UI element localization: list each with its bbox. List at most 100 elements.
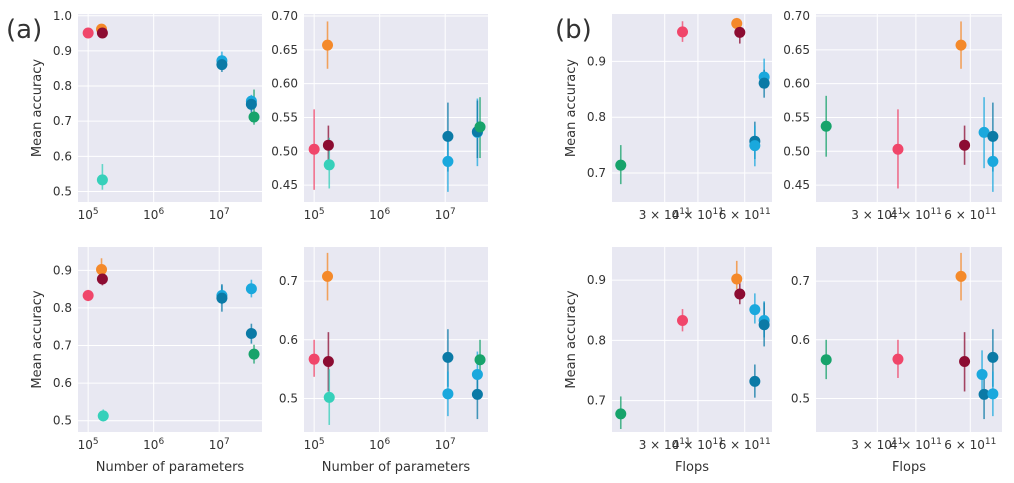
data-point xyxy=(892,143,904,155)
data-point xyxy=(978,126,990,138)
data-point xyxy=(248,348,260,360)
data-point xyxy=(82,290,94,302)
y-tick-label: 0.45 xyxy=(271,178,298,192)
data-point xyxy=(987,351,999,363)
x-tick-label: 4 × 1011 xyxy=(890,207,942,222)
data-point xyxy=(677,26,689,38)
plot-background xyxy=(304,14,488,202)
data-point xyxy=(96,273,108,285)
data-point xyxy=(322,139,334,151)
data-point xyxy=(216,292,228,304)
data-point xyxy=(97,410,109,422)
data-point xyxy=(987,130,999,142)
data-point xyxy=(216,59,228,71)
x-tick-label: 107 xyxy=(435,207,456,222)
data-point xyxy=(976,368,988,380)
x-tick-label: 6 × 1011 xyxy=(944,437,996,452)
data-point xyxy=(322,39,334,51)
data-point xyxy=(959,139,971,151)
plot-background xyxy=(612,14,772,202)
y-tick-label: 0.70 xyxy=(783,9,810,23)
data-point xyxy=(474,354,486,366)
x-tick-label: 107 xyxy=(435,437,456,452)
data-point xyxy=(734,26,746,38)
x-tick-label: 106 xyxy=(369,207,390,222)
x-axis-label: Number of parameters xyxy=(322,460,471,475)
x-tick-label: 105 xyxy=(304,437,325,452)
data-point xyxy=(245,98,257,110)
data-point xyxy=(758,319,770,331)
data-point xyxy=(82,27,94,39)
subplot-2: 0.45 0.50 0.55 0.60 0.65 0.70 105 106 107 xyxy=(271,9,488,222)
x-tick-label: 3 × 1011 xyxy=(639,207,691,222)
y-tick-label: 0.5 xyxy=(53,414,72,428)
y-tick-label: 0.8 xyxy=(53,301,72,315)
y-axis-label: Mean accuracy xyxy=(564,290,579,389)
y-tick-label: 0.7 xyxy=(587,394,606,408)
y-axis-label: Mean accuracy xyxy=(564,59,579,158)
data-point xyxy=(96,27,108,39)
x-tick-label: 107 xyxy=(209,207,230,222)
data-point xyxy=(308,353,320,365)
data-point xyxy=(245,283,257,295)
x-tick-label: 105 xyxy=(78,207,99,222)
x-tick-label: 106 xyxy=(369,437,390,452)
x-axis-label: Flops xyxy=(675,460,709,475)
y-tick-label: 0.55 xyxy=(271,110,298,124)
plot-background xyxy=(78,14,262,202)
x-tick-label: 3 × 1011 xyxy=(851,207,903,222)
x-axis-label: Flops xyxy=(892,460,926,475)
x-tick-label: 4 × 1011 xyxy=(890,437,942,452)
y-tick-label: 1.0 xyxy=(53,9,72,23)
data-point xyxy=(615,159,627,171)
panel-label-a: (a) xyxy=(6,15,42,45)
plot-background xyxy=(612,247,772,432)
data-point xyxy=(731,273,743,285)
y-tick-label: 0.9 xyxy=(587,273,606,287)
data-point xyxy=(615,408,627,420)
y-tick-label: 0.55 xyxy=(783,110,810,124)
data-point xyxy=(749,140,761,152)
y-tick-label: 0.8 xyxy=(587,333,606,347)
data-point xyxy=(248,111,260,123)
y-tick-label: 0.70 xyxy=(271,9,298,23)
y-tick-label: 0.7 xyxy=(279,274,298,288)
y-tick-label: 0.6 xyxy=(53,149,72,163)
y-axis-label: Mean accuracy xyxy=(30,290,45,389)
x-tick-label: 105 xyxy=(304,207,325,222)
y-tick-label: 0.65 xyxy=(271,43,298,57)
x-tick-label: 6 × 1011 xyxy=(944,207,996,222)
data-point xyxy=(308,143,320,155)
data-point xyxy=(442,388,454,400)
y-tick-label: 0.7 xyxy=(587,166,606,180)
x-tick-label: 107 xyxy=(209,437,230,452)
y-tick-label: 0.9 xyxy=(53,263,72,277)
data-point xyxy=(471,368,483,380)
data-point xyxy=(987,155,999,167)
data-point xyxy=(758,77,770,89)
subplot-4: 0.5 0.6 0.7 105 106 107 Number of parameters xyxy=(279,247,488,475)
x-axis-label: Number of parameters xyxy=(96,460,245,475)
subplot-1: 0.5 0.6 0.7 0.8 0.9 1.0 105 106 107 Mean accuracy xyxy=(30,9,262,222)
y-tick-label: 0.60 xyxy=(783,77,810,91)
y-tick-label: 0.5 xyxy=(279,392,298,406)
data-point xyxy=(749,304,761,316)
data-point xyxy=(959,356,971,368)
x-tick-label: 3 × 1011 xyxy=(639,437,691,452)
data-point xyxy=(734,288,746,300)
plot-background xyxy=(78,247,262,432)
data-point xyxy=(323,159,335,171)
data-point xyxy=(955,270,967,282)
y-axis-label: Mean accuracy xyxy=(30,59,45,158)
subplot-3: 0.5 0.6 0.7 0.8 0.9 105 106 107 Mean accuracy Num… xyxy=(30,247,262,475)
y-tick-label: 0.60 xyxy=(271,77,298,91)
data-point xyxy=(892,353,904,365)
data-point xyxy=(322,270,334,282)
y-tick-label: 0.7 xyxy=(53,114,72,128)
data-point xyxy=(442,130,454,142)
y-tick-label: 0.9 xyxy=(53,44,72,58)
